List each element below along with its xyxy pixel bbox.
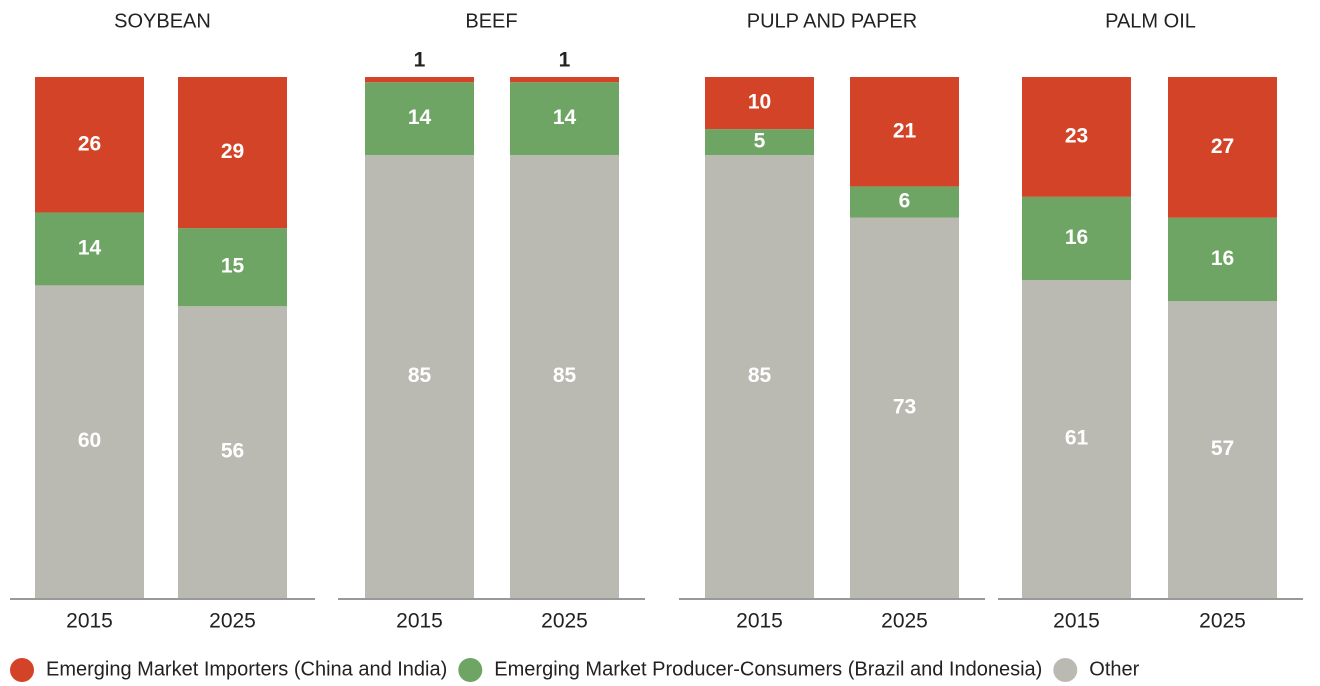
bar-segment	[1022, 280, 1131, 598]
legend-label: Other	[1089, 658, 1139, 680]
data-label: 15	[221, 255, 245, 278]
bar-segment	[705, 77, 814, 130]
panel-title: SOYBEAN	[114, 10, 211, 32]
data-label: 85	[748, 364, 772, 387]
bar-segment	[178, 77, 287, 229]
data-label: 26	[78, 132, 101, 155]
data-label: 14	[408, 106, 432, 129]
data-label: 14	[553, 106, 577, 129]
legend-label: Emerging Market Producer-Consumers (Braz…	[494, 658, 1042, 680]
legend-marker	[1053, 658, 1078, 682]
data-label: 16	[1211, 247, 1234, 270]
bar-segment	[365, 77, 474, 83]
bar-segment	[365, 155, 474, 598]
data-label: 60	[78, 429, 101, 452]
bar-segment	[1168, 301, 1277, 598]
panel-title: PALM OIL	[1105, 10, 1196, 32]
panel-title: BEEF	[465, 10, 517, 32]
bar-segment	[705, 129, 814, 156]
bar-segment	[705, 155, 814, 598]
bar-segment	[35, 285, 144, 598]
data-label: 10	[748, 91, 771, 114]
data-label: 85	[408, 364, 432, 387]
legend-label: Emerging Market Importers (China and Ind…	[46, 658, 447, 680]
data-label: 56	[221, 440, 244, 463]
x-tick-label: 2015	[396, 610, 443, 633]
x-tick-label: 2025	[541, 610, 588, 633]
data-label: 23	[1065, 124, 1088, 147]
data-label: 29	[221, 140, 244, 163]
bar-segment	[510, 155, 619, 598]
bar-segment	[178, 228, 287, 307]
bar-segment	[35, 212, 144, 286]
bar-segment	[850, 217, 959, 599]
bar-segment	[510, 82, 619, 156]
legend-marker	[10, 658, 34, 682]
bar-segment	[850, 77, 959, 187]
bar-segment	[510, 77, 619, 83]
data-label: 85	[553, 364, 577, 387]
x-tick-label: 2015	[1053, 610, 1100, 633]
data-label: 57	[1211, 437, 1234, 460]
data-label: 16	[1065, 226, 1088, 249]
bar-segment	[1022, 77, 1131, 197]
data-label: 14	[78, 236, 102, 259]
bar-segment	[178, 306, 287, 598]
x-tick-label: 2025	[881, 610, 928, 633]
x-tick-label: 2015	[66, 610, 113, 633]
legend-marker	[458, 658, 483, 682]
bar-segment	[850, 186, 959, 218]
data-label: 21	[893, 119, 917, 142]
x-tick-label: 2025	[209, 610, 256, 633]
data-label: 27	[1211, 135, 1234, 158]
data-label: 61	[1065, 427, 1089, 450]
data-label: 6	[899, 190, 911, 213]
x-tick-label: 2025	[1199, 610, 1246, 633]
data-label: 1	[414, 49, 426, 72]
bar-segment	[1022, 196, 1131, 281]
bar-segment	[365, 82, 474, 156]
bar-segment	[35, 77, 144, 213]
data-label: 5	[754, 130, 766, 153]
x-tick-label: 2015	[736, 610, 783, 633]
data-label: 1	[559, 49, 571, 72]
panel-title: PULP AND PAPER	[747, 10, 917, 32]
data-label: 73	[893, 395, 916, 418]
bar-segment	[1168, 217, 1277, 302]
bar-segment	[1168, 77, 1277, 218]
